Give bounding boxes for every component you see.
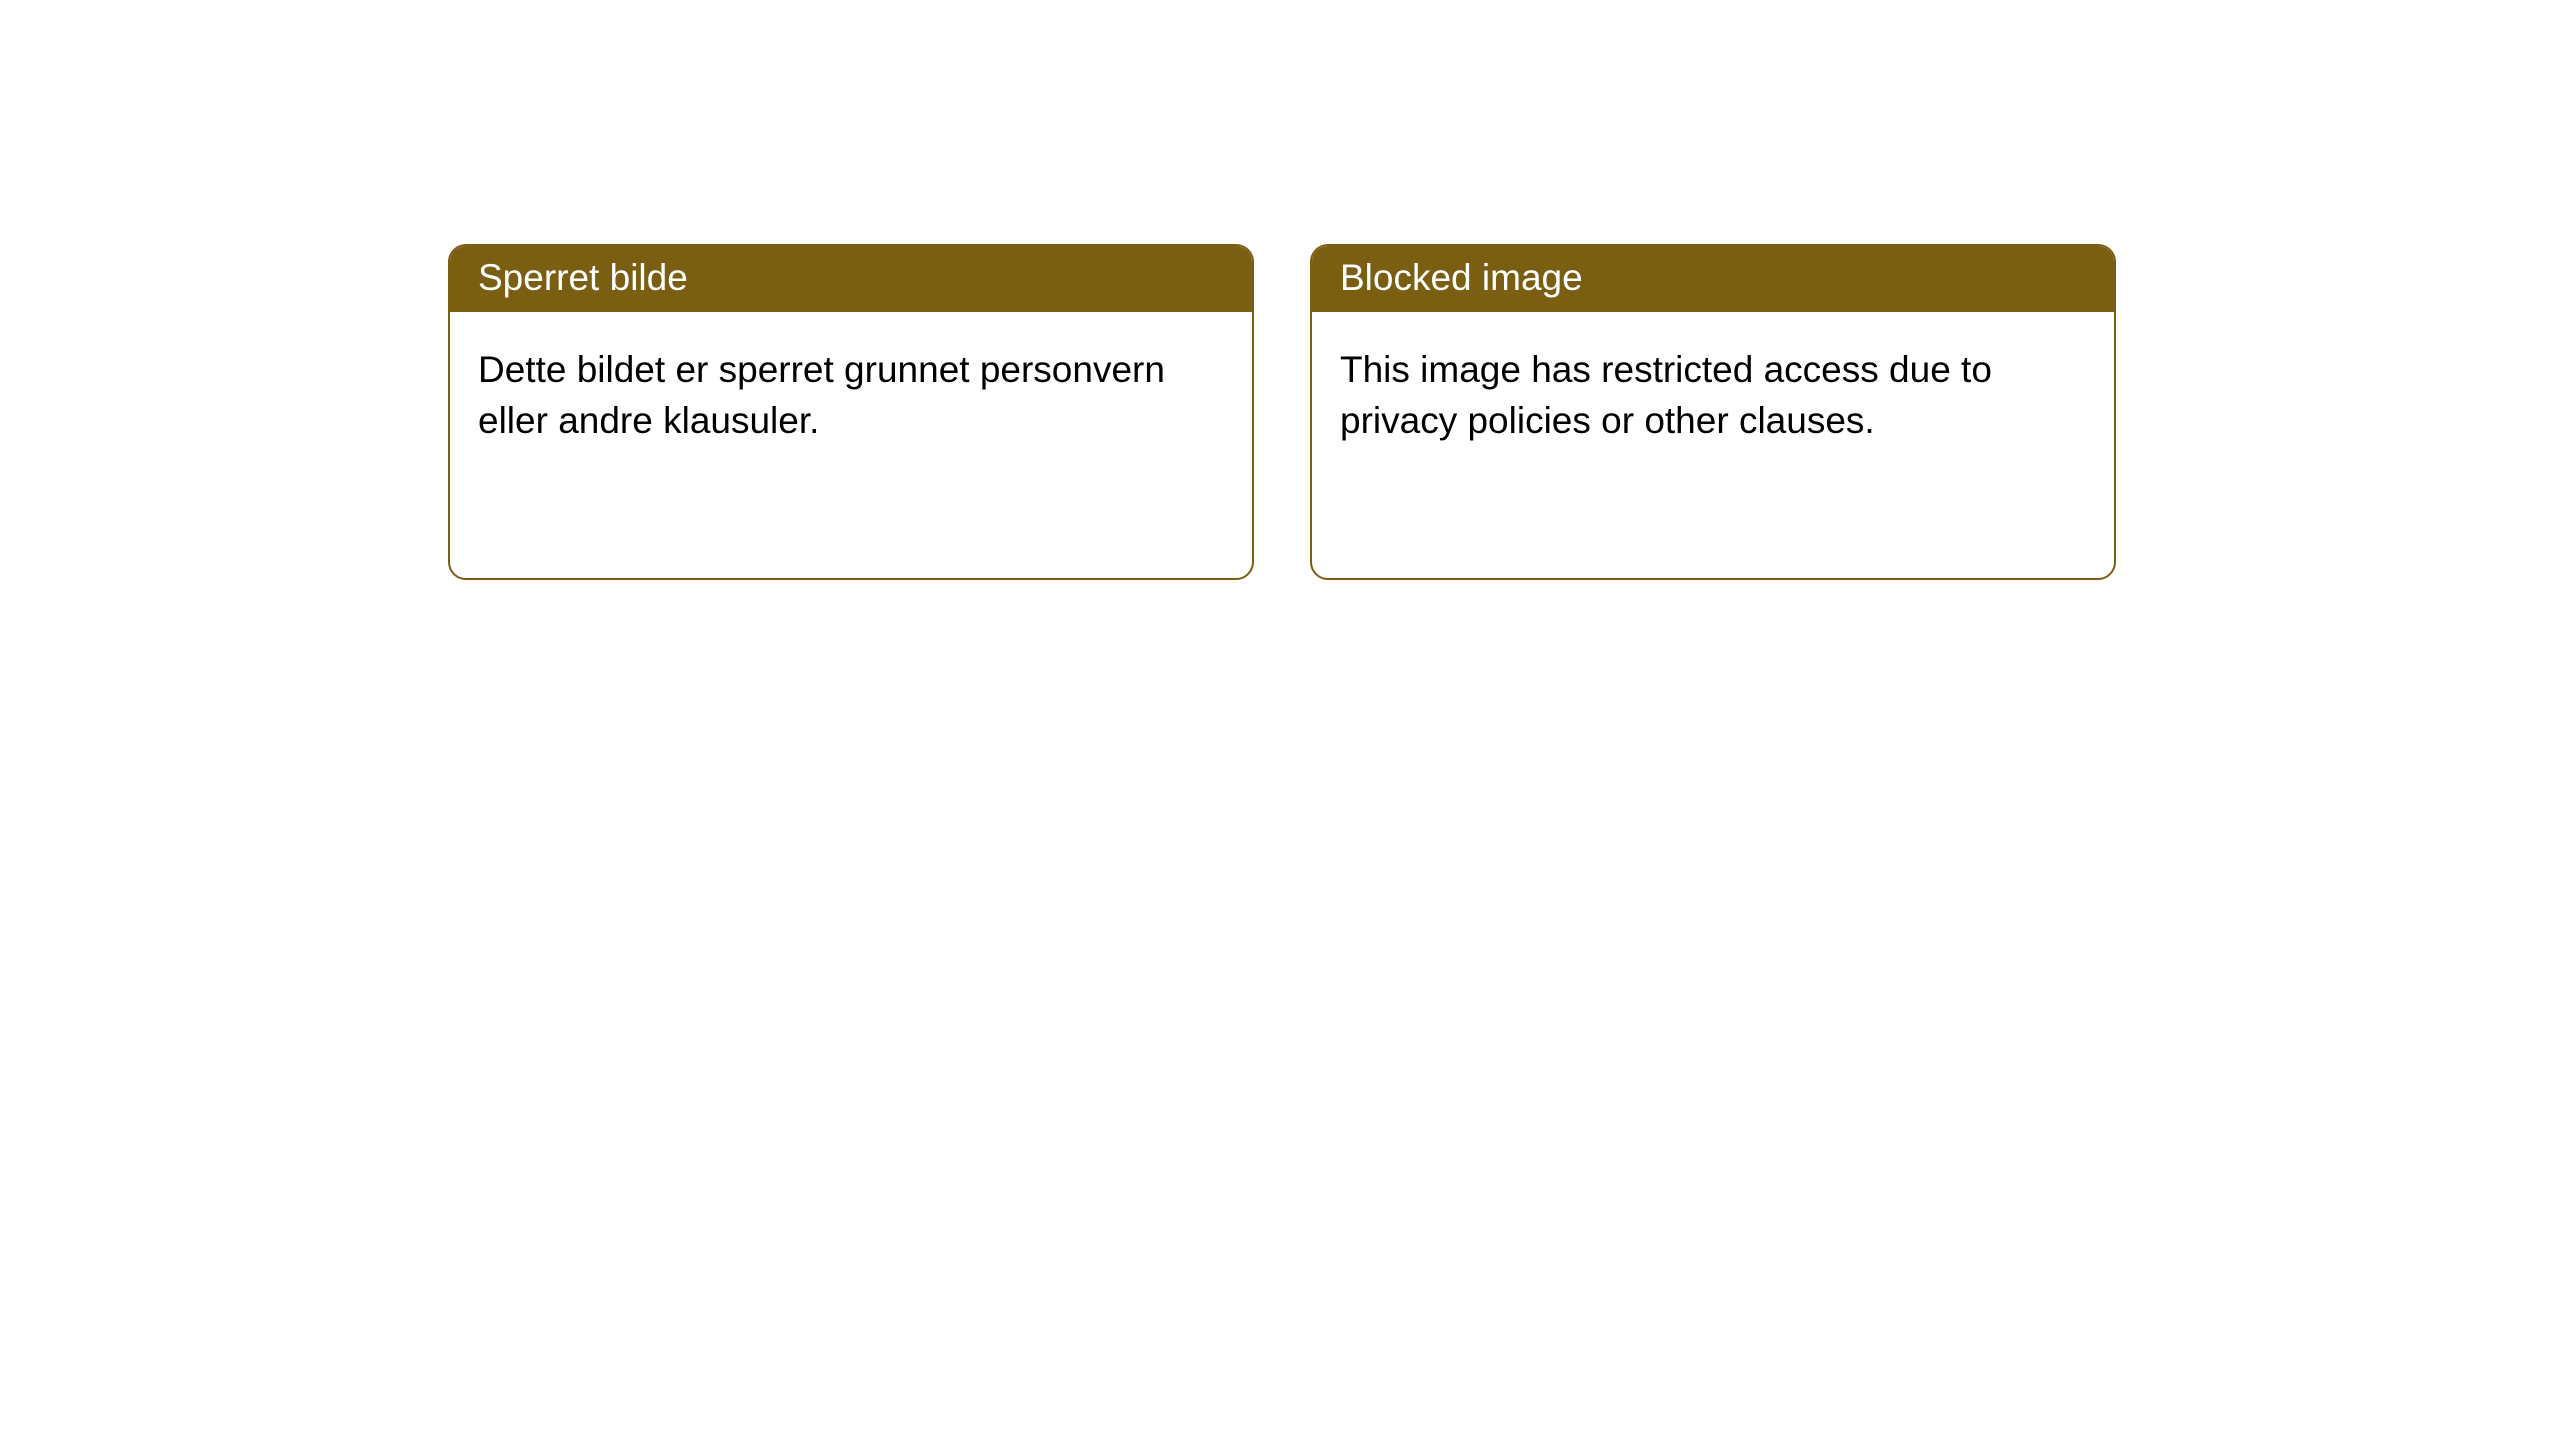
notice-text: Dette bildet er sperret grunnet personve…	[478, 349, 1165, 441]
notice-text: This image has restricted access due to …	[1340, 349, 1992, 441]
notice-header: Sperret bilde	[450, 246, 1252, 312]
notice-card-english: Blocked image This image has restricted …	[1310, 244, 2116, 580]
notice-title: Blocked image	[1340, 257, 1583, 298]
notice-header: Blocked image	[1312, 246, 2114, 312]
notice-body: Dette bildet er sperret grunnet personve…	[450, 312, 1252, 478]
notice-container: Sperret bilde Dette bildet er sperret gr…	[0, 0, 2560, 580]
notice-title: Sperret bilde	[478, 257, 688, 298]
notice-card-norwegian: Sperret bilde Dette bildet er sperret gr…	[448, 244, 1254, 580]
notice-body: This image has restricted access due to …	[1312, 312, 2114, 478]
